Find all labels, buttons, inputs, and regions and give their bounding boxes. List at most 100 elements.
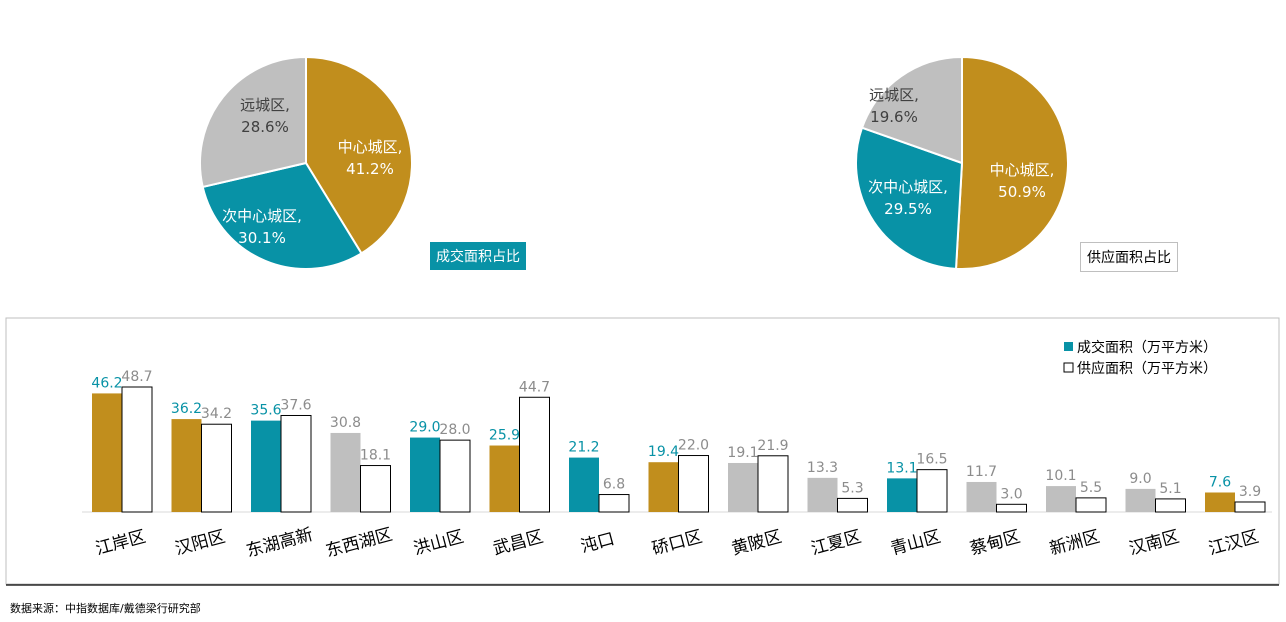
category-label-2: 东湖高新 xyxy=(244,525,315,562)
deal-label-12: 10.1 xyxy=(1045,468,1076,484)
deal-bar-1 xyxy=(171,419,202,512)
supply-label-7: 22.0 xyxy=(678,438,709,454)
supply-bar-12 xyxy=(1075,497,1107,513)
deal-label-6: 21.2 xyxy=(568,440,599,456)
supply-bar-2 xyxy=(280,414,312,513)
supply-bar-13 xyxy=(1155,498,1186,513)
deal-bar-13 xyxy=(1125,488,1156,512)
supply-label-9: 5.3 xyxy=(841,480,863,496)
supply-bar-6 xyxy=(598,494,630,513)
pie1-pct-1: 29.5% xyxy=(884,200,932,218)
pie1-slice-0 xyxy=(954,55,1069,270)
pie0-pct-1: 30.1% xyxy=(238,229,286,247)
supply-label-2: 37.6 xyxy=(280,397,311,413)
deal-bar-6 xyxy=(569,457,599,512)
deal-bar-14 xyxy=(1205,492,1235,512)
supply-bar-3 xyxy=(360,465,391,513)
pie0-slice-1 xyxy=(201,161,363,270)
category-label-8: 黄陂区 xyxy=(729,527,783,560)
deal-label-11: 11.7 xyxy=(966,464,997,480)
pie0-label-2: 远城区, xyxy=(240,96,290,114)
bar-chart-frame xyxy=(5,317,1280,585)
pie1-slice-1 xyxy=(855,126,964,270)
pie1-label-1: 次中心城区, xyxy=(868,178,948,196)
supply-label-14: 3.9 xyxy=(1239,484,1261,500)
deal-bar-11 xyxy=(966,481,997,512)
deal-bar-2 xyxy=(251,420,281,512)
pie1-label-2: 远城区, xyxy=(869,86,919,104)
legend-supply-label: 供应面积（万平方米） xyxy=(1077,360,1217,377)
supply-bar-14 xyxy=(1234,501,1266,513)
category-label-9: 江夏区 xyxy=(809,527,863,560)
deal-label-14: 7.6 xyxy=(1209,474,1231,490)
deal-bar-0 xyxy=(92,393,122,512)
deal-label-7: 19.4 xyxy=(648,444,679,460)
supply-bar-4 xyxy=(439,439,471,513)
supply-label-13: 5.1 xyxy=(1159,481,1181,497)
deal-label-8: 19.1 xyxy=(727,445,758,461)
legend-supply-swatch xyxy=(1063,362,1074,373)
category-label-12: 新洲区 xyxy=(1047,527,1101,560)
supply-label-4: 28.0 xyxy=(439,422,470,438)
supply-pie-title: 供应面积占比 xyxy=(1080,242,1178,272)
supply-bar-9 xyxy=(837,497,868,513)
pie0-pct-2: 28.6% xyxy=(241,118,289,136)
supply-label-3: 18.1 xyxy=(360,448,391,464)
category-label-6: 沌口 xyxy=(579,529,617,557)
deal-label-13: 9.0 xyxy=(1129,471,1151,487)
deal-bar-4 xyxy=(410,437,440,512)
deal-label-3: 30.8 xyxy=(330,415,361,431)
supply-label-6: 6.8 xyxy=(603,477,625,493)
deal-bar-12 xyxy=(1046,486,1076,512)
pie0-slice-2 xyxy=(199,55,307,189)
supply-label-10: 16.5 xyxy=(916,452,947,468)
category-label-4: 洪山区 xyxy=(411,527,465,560)
category-label-3: 东西湖区 xyxy=(324,525,395,562)
supply-bar-10 xyxy=(916,469,948,513)
deal-label-5: 25.9 xyxy=(489,428,520,444)
deal-bar-9 xyxy=(807,477,838,512)
deal-bar-3 xyxy=(330,432,361,512)
category-label-5: 武昌区 xyxy=(491,527,545,560)
deal-bar-5 xyxy=(489,445,520,512)
category-label-11: 蔡甸区 xyxy=(968,527,1022,560)
deal-label-2: 35.6 xyxy=(250,403,281,419)
pie0-label-1: 次中心城区, xyxy=(222,207,302,225)
pie1-pct-0: 50.9% xyxy=(998,183,1046,201)
deal-label-0: 46.2 xyxy=(91,375,122,391)
supply-label-12: 5.5 xyxy=(1080,480,1102,496)
deal-bar-7 xyxy=(648,462,679,512)
pie0-label-0: 中心城区, xyxy=(338,138,403,156)
legend-deal-label: 成交面积（万平方米） xyxy=(1077,339,1217,356)
deal-pie-title: 成交面积占比 xyxy=(430,242,526,270)
supply-bar-1 xyxy=(201,423,232,513)
deal-bar-10 xyxy=(887,478,917,512)
category-label-1: 汉阳区 xyxy=(173,527,227,560)
pie1-pct-2: 19.6% xyxy=(870,108,918,126)
supply-label-5: 44.7 xyxy=(519,379,550,395)
deal-label-10: 13.1 xyxy=(886,460,917,476)
supply-label-0: 48.7 xyxy=(121,369,152,385)
supply-bar-8 xyxy=(757,455,789,513)
category-label-0: 江岸区 xyxy=(93,527,147,560)
category-label-10: 青山区 xyxy=(888,527,942,560)
supply-bar-11 xyxy=(996,503,1027,513)
supply-label-1: 34.2 xyxy=(201,406,232,422)
supply-bar-0 xyxy=(121,386,153,513)
pie0-slice-0 xyxy=(305,55,413,255)
pie1-label-0: 中心城区, xyxy=(990,161,1055,179)
pie1-slice-2 xyxy=(860,55,963,165)
deal-label-4: 29.0 xyxy=(409,420,440,436)
category-label-14: 江汉区 xyxy=(1206,527,1260,560)
deal-label-9: 13.3 xyxy=(807,460,838,476)
supply-label-11: 3.0 xyxy=(1000,486,1022,502)
supply-label-8: 21.9 xyxy=(757,438,788,454)
supply-bar-7 xyxy=(678,455,709,513)
category-label-7: 硚口区 xyxy=(650,527,704,560)
supply-bar-5 xyxy=(519,396,550,513)
deal-label-1: 36.2 xyxy=(171,401,202,417)
category-label-13: 汉南区 xyxy=(1127,527,1181,560)
pie0-pct-0: 41.2% xyxy=(346,160,394,178)
data-source: 数据来源：中指数据库/戴德梁行研究部 xyxy=(10,602,201,615)
